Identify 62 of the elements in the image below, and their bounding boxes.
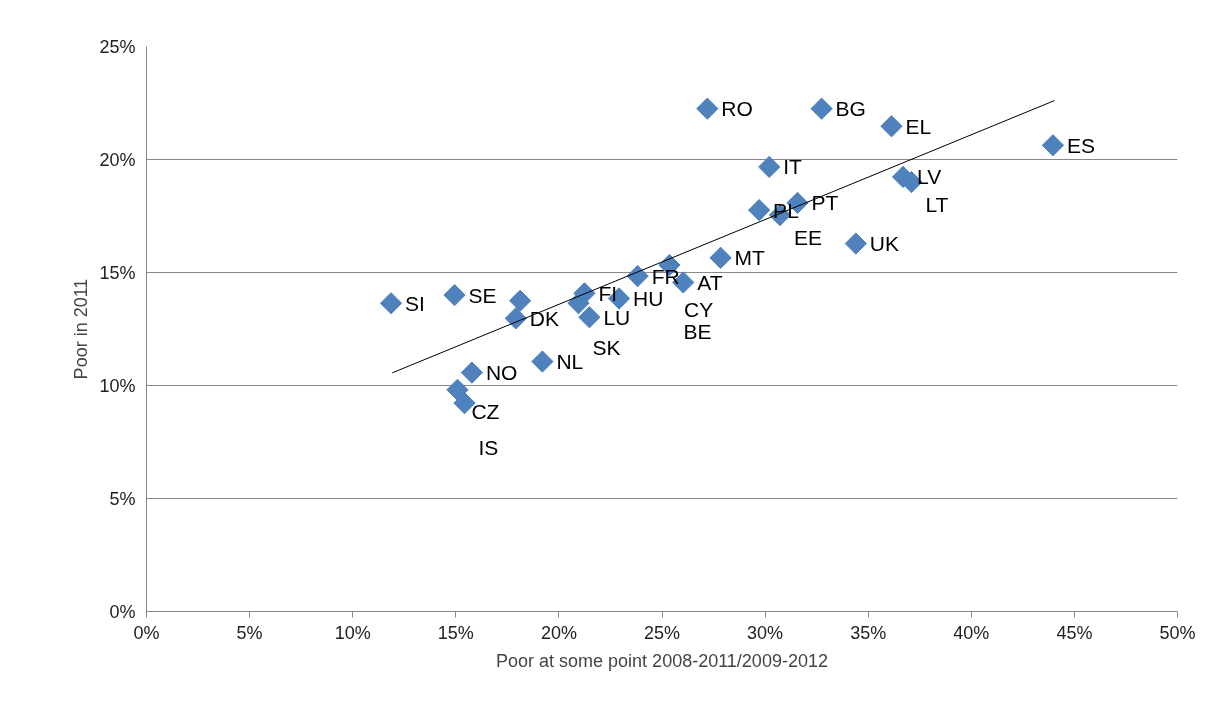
x-tick-label: 45%	[1056, 622, 1093, 643]
annotation: LT	[925, 192, 949, 216]
x-tick-label: 20%	[540, 622, 577, 643]
annotation: RO	[721, 97, 753, 121]
point	[531, 350, 554, 373]
annotation: ES	[1066, 133, 1095, 157]
annotation: EL	[905, 114, 932, 138]
annotation: SE	[468, 283, 497, 307]
x-tick-label: 0%	[133, 622, 160, 643]
x-tick-label: 25%	[643, 622, 681, 643]
annotation: DK	[529, 306, 559, 330]
point	[626, 265, 649, 288]
annotation: UK	[869, 232, 900, 256]
y-tick-label: 15%	[99, 262, 136, 283]
y-tick-label: 25%	[99, 36, 136, 57]
annotation: BE	[683, 319, 712, 343]
annotation: MT	[734, 246, 766, 270]
x-tick-label: 35%	[850, 622, 887, 643]
point	[446, 378, 469, 401]
annotation: CY	[684, 297, 714, 321]
point	[509, 289, 532, 312]
point	[696, 97, 719, 120]
point	[460, 361, 483, 384]
annotation: EE	[793, 225, 822, 249]
point	[1041, 134, 1065, 157]
point	[379, 292, 403, 315]
annotation: SI	[405, 291, 425, 315]
x-tick-label: 15%	[437, 622, 474, 643]
y-axis-title: Poor in 2011	[71, 278, 92, 380]
x-tick-label: 30%	[747, 622, 784, 643]
annotation: NL	[556, 350, 584, 374]
y-tick-label: 10%	[99, 375, 136, 396]
annotation: LV	[917, 165, 942, 189]
point	[844, 232, 867, 255]
annotation: SK	[592, 335, 621, 359]
y-tick-label: 20%	[99, 149, 136, 170]
annotation: BG	[835, 97, 866, 121]
x-tick-label: 5%	[236, 622, 263, 643]
y-tick-label: 0%	[109, 601, 136, 622]
point	[709, 246, 732, 269]
point	[810, 97, 833, 120]
annotation: HU	[633, 286, 664, 310]
x-tick-label: 10%	[334, 622, 371, 643]
point	[504, 307, 527, 330]
point	[443, 283, 466, 307]
annotation: IT	[783, 155, 803, 179]
y-tick-label: 5%	[109, 488, 136, 509]
annotation: AT	[697, 270, 723, 294]
point	[758, 155, 781, 179]
point	[748, 199, 771, 222]
annotation: NO	[485, 361, 518, 385]
point	[578, 306, 601, 329]
annotation: FI	[598, 281, 618, 305]
annotation: PT	[811, 191, 839, 215]
x-tick-label: 50%	[1159, 622, 1196, 643]
annotation: IS	[478, 435, 499, 459]
point	[567, 292, 590, 315]
x-tick-label: 40%	[953, 622, 990, 643]
annotation: CZ	[471, 400, 500, 424]
x-axis-title: Poor at some point 2008-2011/2009-2012	[496, 650, 828, 671]
annotation: LU	[603, 305, 631, 329]
point	[880, 115, 903, 138]
